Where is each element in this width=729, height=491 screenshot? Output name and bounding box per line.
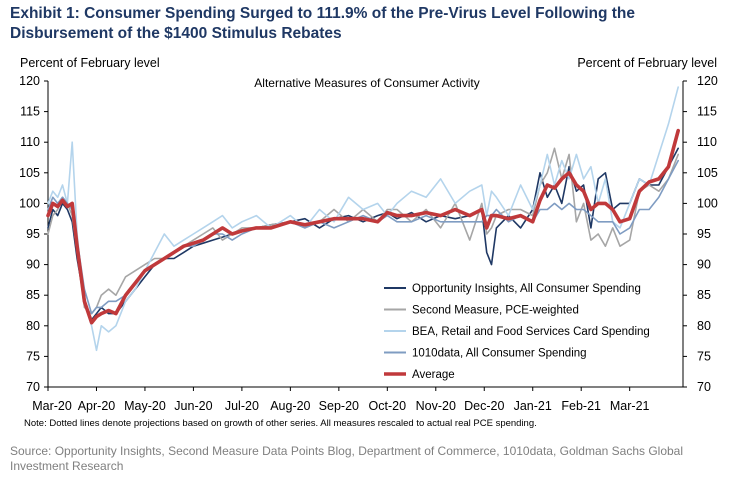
x-tick-label: Jun-20 (174, 399, 212, 413)
y-tick-label-left: 100 (19, 196, 40, 210)
y-tick-label-left: 105 (19, 166, 40, 180)
x-tick-label: May-20 (124, 399, 166, 413)
x-tick-label: Oct-20 (369, 399, 407, 413)
series-line-average (46, 128, 681, 325)
x-tick-label: Dec-20 (464, 399, 504, 413)
y-tick-label-left: 120 (19, 74, 40, 88)
x-tick-label: Mar-20 (32, 399, 72, 413)
x-tick-label: Sep-20 (319, 399, 359, 413)
source-text: Source: Opportunity Insights, Second Mea… (10, 444, 684, 473)
y-tick-label-right: 75 (697, 349, 711, 363)
y-tick-label-right: 70 (697, 380, 711, 394)
legend-label-second_measure: Second Measure, PCE-weighted (412, 305, 579, 317)
y-tick-label-right: 115 (697, 105, 717, 119)
y-tick-label-right: 90 (697, 258, 711, 272)
right-axis-unit-label: Percent of February level (577, 56, 717, 70)
left-axis-unit-label: Percent of February level (20, 56, 160, 70)
y-tick-label-left: 110 (20, 135, 40, 149)
chart-note: Note: Dotted lines denote projections ba… (24, 418, 537, 429)
x-tick-label: Jan-21 (514, 399, 552, 413)
x-tick-label: Aug-20 (270, 399, 310, 413)
exhibit-title: Exhibit 1: Consumer Spending Surged to 1… (10, 5, 635, 42)
x-tick-label: Nov-20 (416, 399, 456, 413)
y-tick-label-left: 90 (26, 258, 40, 272)
chart-subtitle: Alternative Measures of Consumer Activit… (254, 76, 479, 90)
y-tick-label-right: 80 (697, 319, 711, 333)
y-tick-label-right: 85 (697, 288, 711, 302)
y-tick-label-right: 105 (697, 166, 718, 180)
x-tick-label: Feb-21 (561, 399, 601, 413)
y-tick-label-left: 70 (26, 380, 40, 394)
x-tick-label: Mar-21 (610, 399, 650, 413)
y-tick-label-left: 80 (26, 319, 40, 333)
y-tick-label-right: 120 (697, 74, 718, 88)
legend-label-bea: BEA, Retail and Food Services Card Spend… (412, 326, 650, 338)
series-line-tenten (47, 159, 680, 315)
y-tick-label-left: 85 (26, 288, 40, 302)
series-line-opportunity (47, 147, 680, 321)
x-tick-label: Jul-20 (225, 399, 259, 413)
y-tick-label-right: 95 (697, 227, 711, 241)
x-tick-label: Apr-20 (78, 399, 116, 413)
y-tick-label-right: 100 (697, 196, 718, 210)
legend-label-opportunity: Opportunity Insights, All Consumer Spend… (412, 283, 641, 295)
legend-label-average: Average (412, 369, 455, 381)
series-line-bea (47, 86, 680, 352)
y-tick-label-left: 95 (26, 227, 40, 241)
y-tick-label-right: 110 (697, 135, 717, 149)
y-tick-label-left: 115 (20, 105, 40, 119)
legend-label-tenten: 1010data, All Consumer Spending (412, 348, 587, 360)
y-tick-label-left: 75 (26, 349, 40, 363)
